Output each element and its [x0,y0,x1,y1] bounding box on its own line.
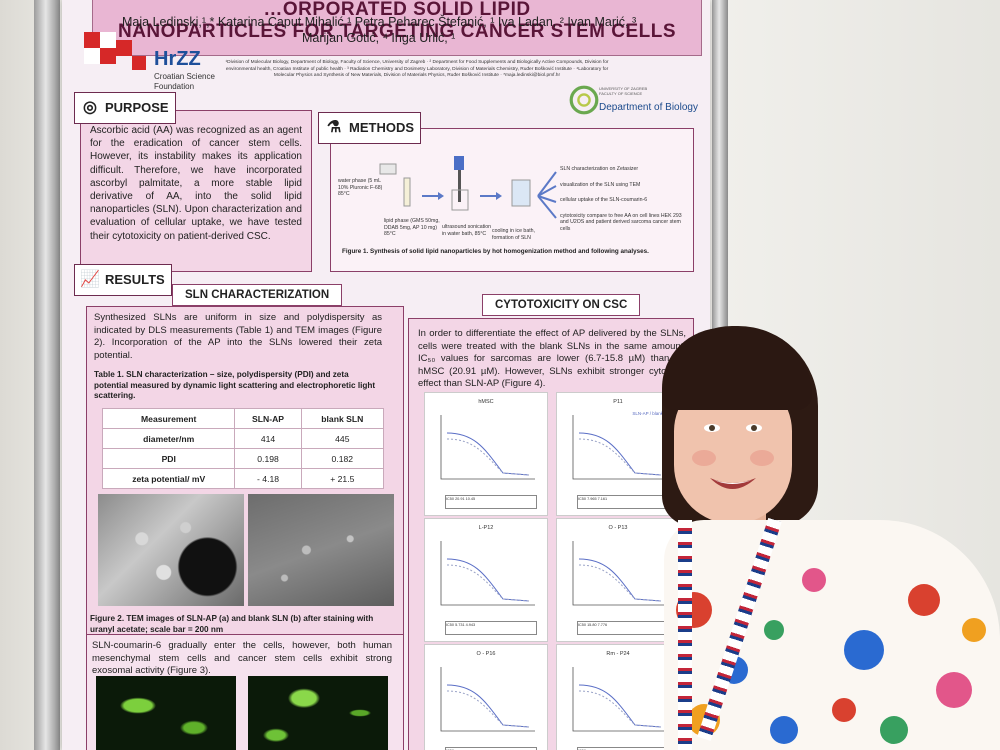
table-cell: PDI [101,448,236,469]
plot-series-line [578,690,662,728]
plot-curves [440,415,535,480]
plot-ic50-box: IC50 15.80 7.776 [577,621,669,635]
woman-features [692,424,774,489]
cooling-label: cooling in ice bath, formation of SLN [492,228,535,241]
ultrasound-label: ultrasound sonication in water bath, 85°… [442,224,492,237]
table-cell: - 4.18 [234,468,302,489]
fluorescence-image-1 [96,676,236,750]
fluorescence-image-2 [248,676,388,750]
scientific-poster: …ORPORATED SOLID LIPID NANOPARTICLES FOR… [62,0,710,750]
table-header: blank SLN [300,408,385,429]
table-cell: 445 [300,428,385,449]
tem-image-sln-ap [98,494,244,606]
viability-plot: O - P16IC50 [424,644,548,750]
viability-plot: Rm - P24IC50 [556,644,680,750]
methods-label: ⚗ METHODS [318,112,421,144]
plot-curves [440,541,535,606]
department-university: UNIVERSITY OF ZAGREB FACULTY OF SCIENCE [599,86,648,96]
hrzz-checker-icon [84,32,146,70]
methods-steps: SLN characterization on Zetasizer visual… [560,166,690,232]
method-flow-diagram [379,156,531,211]
hrzz-wordmark: HrZZ [154,48,201,70]
department-logo-icon [569,85,599,115]
flask-icon: ⚗ [326,119,342,136]
table-header: Measurement [101,408,236,429]
plot-series-line [446,690,530,728]
method-step: cytotoxicity compare to free AA on cell … [560,212,682,232]
cytotoxicity-text: In order to differentiate the effect of … [418,328,686,390]
plot-series-line [578,438,662,476]
table-cell: 0.182 [300,448,385,469]
authors-line-1: Maja Ledinski,¹,* Katarina Caput Mihalić… [122,15,637,29]
plot-legend: SLN-AP / blank SLN [632,411,673,416]
plot-title: L-P12 [478,525,494,531]
chart-icon: 📈 [80,271,100,288]
plot-curves [572,541,667,606]
table-header: SLN-AP [234,408,302,429]
plot-series-line [446,438,530,476]
plot-ic50-box: IC50 5.731 4.943 [445,621,537,635]
poster-title: …ORPORATED SOLID LIPID NANOPARTICLES FOR… [117,0,677,42]
table-row: zeta potential/ mV - 4.18 + 21.5 [101,468,385,489]
target-icon: ◎ [83,99,97,116]
plot-title: Rm - P24 [606,651,630,657]
sln-text: Synthesized SLNs are uniform in size and… [94,312,382,361]
plot-title: O - P13 [608,525,628,531]
plot-curves [572,415,667,480]
table-cell: diameter/nm [101,428,236,449]
plot-title: O - P16 [476,651,496,657]
figure-2-caption: Figure 2. TEM images of SLN-AP (a) and b… [90,614,374,634]
cytotoxicity-label: CYTOTOXICITY ON CSC [482,294,641,316]
plot-ic50-box: IC50 7.965 7.161 [577,495,669,509]
method-step: cellular uptake of the SLN-coumarin-6 [560,197,648,203]
figure-1-caption: Figure 1. Synthesis of solid lipid nanop… [342,248,649,255]
poster-authors: Maja Ledinski,¹,* Katarina Caput Mihalić… [122,14,662,46]
table-row: PDI 0.198 0.182 [101,448,385,469]
sln-characterization-label: SLN CHARACTERIZATION [172,284,343,306]
viability-plot: hMSC IC50 20.91 10.45 [424,392,548,516]
table-row: diameter/nm 414 445 [101,428,385,449]
poster-title-bar: …ORPORATED SOLID LIPID NANOPARTICLES FOR… [92,0,702,56]
table-cell: 414 [234,428,302,449]
table-header-row: Measurement SLN-AP blank SLN [101,408,385,429]
plot-series-line [578,564,662,602]
purpose-box [80,110,312,272]
plot-series-line [446,684,530,728]
viability-plot: L-P12 IC50 5.731 4.943 [424,518,548,642]
plot-series-line [578,432,662,476]
plot-series-line [446,432,530,476]
tem-image-blank-sln [248,494,394,606]
table-1-caption: Table 1. SLN characterization – size, po… [94,370,376,400]
hrzz-subtitle: Croatian Science Foundation [154,72,215,91]
plot-ic50-box: IC50 20.91 10.45 [445,495,537,509]
table-cell: zeta potential/ mV [101,468,236,489]
purpose-label: ◎ PURPOSE [74,92,176,124]
hrzz-logo [82,30,212,94]
authors-line-2: Marijan Gotić, ⁴ Inga Urlić, ¹ [302,31,456,45]
table-cell: + 21.5 [300,468,385,489]
poster-stand-pole-left [34,0,60,750]
plot-title: hMSC [478,399,494,405]
method-arrows-fan [537,171,557,219]
method-step: visualization of the SLN using TEM [560,181,641,188]
viability-plot: O - P13 IC50 15.80 7.776 [556,518,680,642]
water-phase-label: water phase (5 mL 10% Pluronic F-68) 85°… [338,178,383,197]
affiliations: ¹Division of Molecular Biology, Departme… [225,60,609,78]
plot-series-line [446,564,530,602]
plot-title: P11 [613,399,623,405]
purpose-text: Ascorbic acid (AA) was recognized as an … [90,125,302,242]
plot-curves [440,667,535,732]
results-label: 📈 RESULTS [74,264,172,296]
lipid-phase-label: lipid phase (GMS 50mg, DDAB 5mg, AP 10 m… [384,218,440,237]
plot-curves [572,667,667,732]
plot-series-line [578,558,662,602]
department-name: Department of Biology [599,102,698,113]
table-cell: 0.198 [234,448,302,469]
plot-series-line [578,684,662,728]
plot-series-line [446,558,530,602]
lanyard-strap-left [678,520,692,750]
uptake-text: SLN-coumarin-6 gradually enter the cells… [92,640,392,677]
sln-table: Measurement SLN-AP blank SLN diameter/nm… [101,408,385,489]
method-step: SLN characterization on Zetasizer [560,166,639,172]
